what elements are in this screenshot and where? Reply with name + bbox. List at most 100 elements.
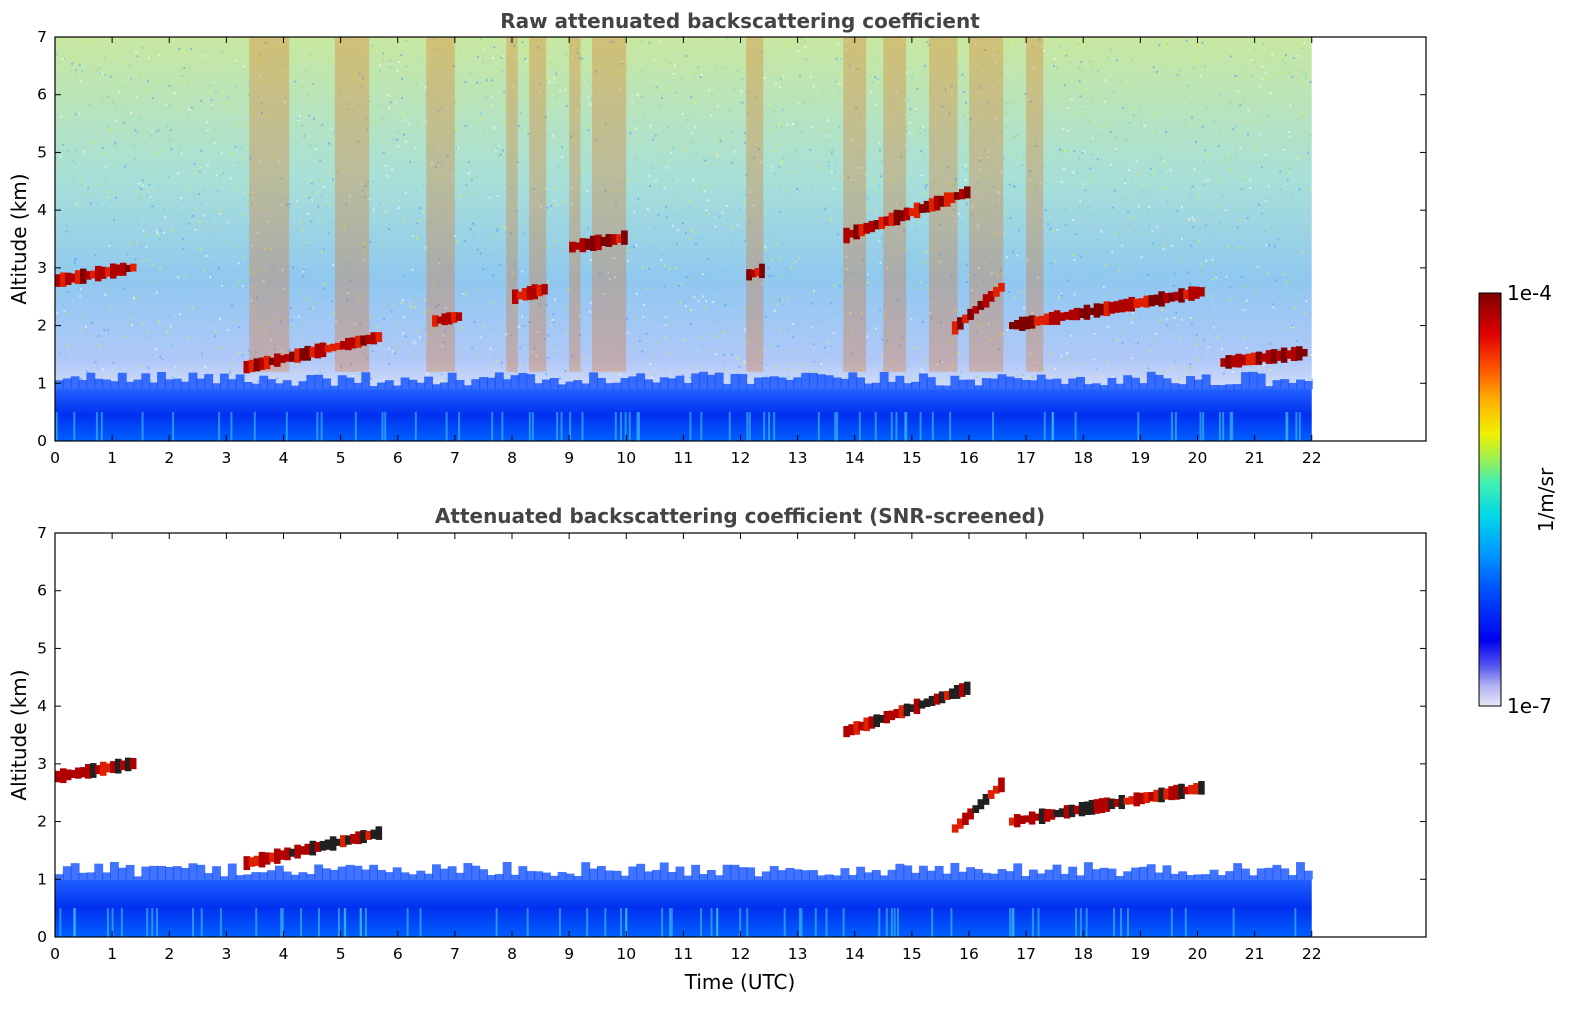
- panel-raw: Raw attenuated backscattering coefficien…: [7, 9, 1427, 467]
- x-tick-label: 11: [674, 449, 694, 467]
- x-tick-label: 4: [279, 945, 289, 963]
- x-axis: 0 1 2 3 4 5 6 7 8 9 10 11 12 13 14 15 16 17 18 19 20 21 22: [50, 533, 1322, 963]
- cloud-layer: [1220, 346, 1308, 369]
- y-tick-label: 6: [37, 86, 47, 104]
- y-tick-label: 6: [37, 582, 47, 600]
- y-tick-label: 3: [37, 755, 47, 773]
- signal-streak: [746, 37, 764, 372]
- y-tick-label: 1: [37, 870, 47, 888]
- x-tick-label: 8: [507, 449, 517, 467]
- x-tick-label: 20: [1188, 449, 1208, 467]
- x-tick-label: 2: [164, 945, 174, 963]
- signal-streak: [569, 37, 581, 372]
- panel-title: Attenuated backscattering coefficient (S…: [435, 504, 1045, 528]
- signal-streak: [883, 37, 907, 372]
- cloud-layer: [951, 777, 1005, 833]
- x-tick-label: 0: [50, 945, 60, 963]
- y-tick-label: 0: [37, 432, 47, 450]
- cloud-layer: [243, 826, 383, 871]
- cloud-layer: [746, 263, 765, 281]
- x-tick-label: 18: [1073, 945, 1093, 963]
- colorbar-label: 1/m/sr: [1534, 467, 1558, 532]
- cloud-layer: [55, 757, 137, 784]
- y-axis-label: Altitude (km): [7, 173, 31, 304]
- signal-streak: [843, 37, 867, 372]
- colorbar-max-label: 1e-4: [1507, 281, 1552, 305]
- signal-streak: [529, 37, 547, 372]
- cloud-layer: [512, 284, 548, 304]
- x-tick-label: 1: [107, 449, 117, 467]
- y-tick-label: 3: [37, 259, 47, 277]
- y-tick-label: 4: [37, 697, 47, 715]
- signal-streak: [969, 37, 1004, 372]
- y-tick-label: 2: [37, 317, 47, 335]
- x-tick-label: 10: [616, 449, 636, 467]
- y-tick-label: 5: [37, 639, 47, 657]
- cloud-layer: [951, 282, 1005, 335]
- x-tick-label: 12: [731, 945, 751, 963]
- y-tick-label: 7: [37, 524, 47, 542]
- x-tick-label: 21: [1245, 945, 1265, 963]
- x-tick-label: 14: [845, 945, 865, 963]
- y-axis: 0 1 2 3 4 5 6 7: [37, 524, 1426, 946]
- heatmap-area: [55, 681, 1313, 937]
- cloud-layer: [432, 312, 463, 327]
- cloud-layer: [243, 332, 383, 374]
- x-tick-label: 7: [450, 945, 460, 963]
- x-tick-label: 5: [336, 449, 346, 467]
- x-tick-label: 16: [959, 449, 979, 467]
- x-tick-label: 17: [1016, 945, 1036, 963]
- x-tick-label: 3: [221, 945, 231, 963]
- boundary-layer-top: [55, 861, 1313, 937]
- cloud-layer: [1008, 780, 1205, 828]
- x-tick-label: 11: [674, 945, 694, 963]
- colorbar-min-label: 1e-7: [1507, 694, 1552, 718]
- x-tick-label: 6: [393, 449, 403, 467]
- x-tick-label: 22: [1302, 945, 1322, 963]
- signal-streak: [249, 37, 290, 372]
- x-tick-label: 19: [1131, 945, 1151, 963]
- x-tick-label: 22: [1302, 449, 1322, 467]
- signal-streak: [506, 37, 518, 372]
- y-tick-label: 4: [37, 201, 47, 219]
- x-tick-label: 20: [1188, 945, 1208, 963]
- y-tick-label: 5: [37, 143, 47, 161]
- panel-title: Raw attenuated backscattering coefficien…: [500, 9, 980, 33]
- x-tick-label: 14: [845, 449, 865, 467]
- x-tick-label: 9: [564, 945, 574, 963]
- x-tick-label: 10: [616, 945, 636, 963]
- x-tick-label: 6: [393, 945, 403, 963]
- cloud-layer: [843, 186, 971, 244]
- x-tick-label: 12: [731, 449, 751, 467]
- y-tick-label: 7: [37, 28, 47, 46]
- signal-streak: [334, 37, 370, 372]
- y-axis: 0 1 2 3 4 5 6 7: [37, 28, 1426, 450]
- colorbar-gradient: [1478, 292, 1502, 707]
- x-tick-label: 15: [902, 945, 922, 963]
- x-tick-label: 13: [788, 449, 808, 467]
- x-tick-label: 15: [902, 449, 922, 467]
- x-axis-label: Time (UTC): [684, 970, 796, 994]
- cloud-layer: [569, 230, 628, 253]
- colorbar: 1e-4 1e-7 1/m/sr: [1478, 281, 1558, 718]
- y-axis-label: Altitude (km): [7, 669, 31, 800]
- x-tick-label: 21: [1245, 449, 1265, 467]
- y-tick-label: 0: [37, 928, 47, 946]
- x-tick-label: 7: [450, 449, 460, 467]
- x-tick-label: 17: [1016, 449, 1036, 467]
- y-tick-label: 1: [37, 374, 47, 392]
- x-tick-label: 1: [107, 945, 117, 963]
- signal-background: [55, 37, 1312, 441]
- x-tick-label: 5: [336, 945, 346, 963]
- signal-streak: [1026, 37, 1044, 372]
- boundary-layer: [55, 879, 1312, 937]
- x-tick-label: 9: [564, 449, 574, 467]
- noise-speckle: [55, 37, 1314, 386]
- x-axis: 0 1 2 3 4 5 6 7 8 9 10 11 12 13 14 15 16 17 18 19 20 21 22: [50, 37, 1322, 467]
- x-tick-label: 18: [1073, 449, 1093, 467]
- x-tick-label: 16: [959, 945, 979, 963]
- boundary-layer-top: [55, 371, 1313, 441]
- x-tick-label: 19: [1131, 449, 1151, 467]
- cloud-layer: [1008, 286, 1205, 331]
- y-tick-label: 2: [37, 813, 47, 831]
